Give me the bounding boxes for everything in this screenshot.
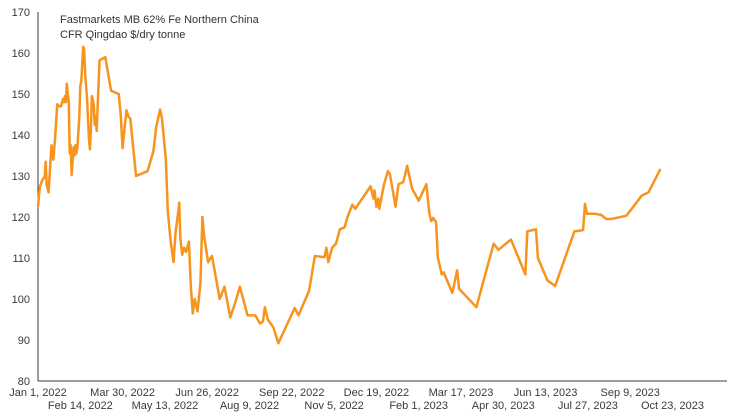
x-tick-label: Mar 17, 2023 <box>429 387 494 399</box>
x-tick-label: Dec 19, 2022 <box>344 387 409 399</box>
y-tick-label: 80 <box>18 376 30 388</box>
x-tick-label: Sep 22, 2022 <box>259 387 324 399</box>
y-tick-label: 90 <box>18 335 30 347</box>
y-tick-labels: 80 90 100 110 120 130 140 150 160 170 <box>12 7 30 388</box>
chart-title-line-2: CFR Qingdao $/dry tonne <box>60 29 185 41</box>
y-tick-label: 160 <box>12 48 30 60</box>
x-tick-label: Jul 27, 2023 <box>558 400 618 412</box>
x-tick-label: Nov 5, 2022 <box>304 400 363 412</box>
chart-title: Fastmarkets MB 62% Fe Northern China CFR… <box>60 14 260 41</box>
x-tick-label: May 13, 2022 <box>132 400 199 412</box>
y-tick-label: 100 <box>12 294 30 306</box>
x-tick-label: Aug 9, 2022 <box>220 400 279 412</box>
chart-title-line-1: Fastmarkets MB 62% Fe Northern China <box>60 14 260 26</box>
x-tick-label: Feb 1, 2023 <box>389 400 448 412</box>
x-tick-label: Apr 30, 2023 <box>472 400 535 412</box>
y-tick-label: 150 <box>12 89 30 101</box>
x-tick-label: Feb 14, 2022 <box>48 400 113 412</box>
y-tick-label: 140 <box>12 130 30 142</box>
x-tick-label: Jun 26, 2022 <box>175 387 239 399</box>
series-lines <box>36 45 662 345</box>
y-tick-label: 120 <box>12 212 30 224</box>
price-series-line <box>36 45 662 345</box>
y-tick-label: 130 <box>12 171 30 183</box>
y-tick-label: 110 <box>12 253 30 265</box>
x-tick-label: Jun 13, 2023 <box>514 387 578 399</box>
x-tick-label: Jan 1, 2022 <box>9 387 67 399</box>
x-tick-label: Oct 23, 2023 <box>641 400 704 412</box>
x-tick-label: Mar 30, 2022 <box>90 387 155 399</box>
y-tick-label: 170 <box>12 7 30 19</box>
x-tick-label: Sep 9, 2023 <box>601 387 660 399</box>
